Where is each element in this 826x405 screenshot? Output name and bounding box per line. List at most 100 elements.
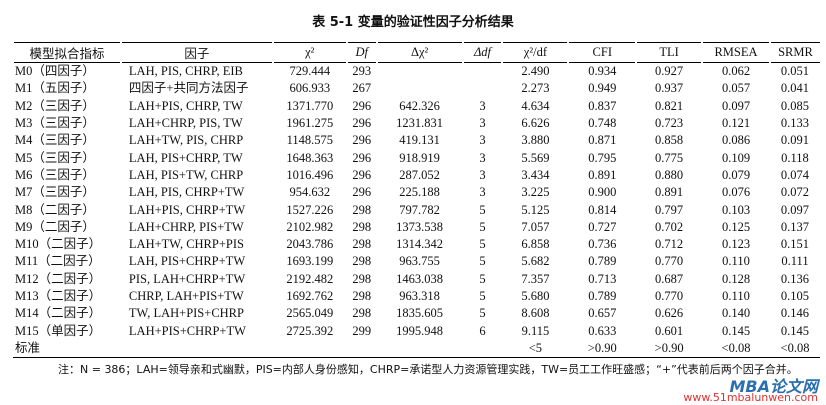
- column-header: χ²/df: [501, 42, 569, 63]
- table-row: M11（二因子） LAH, PIS+CHRP+TW 1693.199 298 963.7…: [13, 253, 820, 270]
- cell: 标准: [15, 340, 41, 355]
- column-header: CFI: [567, 42, 637, 63]
- cell: 0.123: [721, 237, 751, 252]
- cell: M1（五因子）: [15, 81, 95, 96]
- cell: LAH+TW, PIS, CHRP: [128, 133, 244, 148]
- cell: 0.062: [721, 64, 751, 79]
- cell: 963.318: [399, 289, 440, 303]
- cell: 3: [479, 133, 486, 148]
- cell: 0.702: [655, 219, 684, 234]
- cell: 6.858: [521, 237, 550, 252]
- cell: 3.434: [521, 167, 550, 182]
- cell: 299: [352, 323, 372, 338]
- cell: 0.934: [588, 64, 617, 79]
- cell: 0.074: [780, 167, 810, 182]
- table-row: M1（五因子） 四因子+共同方法因子 606.933 267 2.273 0.949 0.9…: [13, 80, 820, 97]
- column-header: 模型拟合指标: [12, 42, 121, 63]
- cell: <0.08: [780, 340, 810, 355]
- cell: M0（四因子）: [15, 64, 95, 79]
- cell: 1648.363: [286, 150, 334, 165]
- table-row: M14（二因子） TW, LAH+PIS+CHRP 2565.049 298 1835.…: [13, 305, 820, 322]
- cell: 0.079: [721, 167, 751, 182]
- cell: 1371.770: [286, 98, 334, 113]
- cell: 3: [479, 116, 486, 131]
- column-header: SRMR: [768, 42, 820, 63]
- cell: LAH+PIS, CHRP, TW: [128, 98, 243, 113]
- table-row: M13（二因子） CHRP, LAH+PIS+TW 1692.762 298 963.3…: [13, 288, 820, 305]
- cell: [377, 63, 463, 81]
- cell: 3: [479, 98, 486, 113]
- cell: 5: [479, 237, 486, 252]
- cell: 2043.786: [286, 237, 334, 252]
- cell: >0.90: [587, 340, 617, 355]
- cell: 0.775: [655, 150, 684, 165]
- cell: 1148.575: [286, 133, 333, 148]
- cell: 3: [479, 150, 486, 165]
- cell: 1692.762: [286, 289, 334, 303]
- cell: [463, 80, 503, 97]
- cell: 298: [352, 237, 372, 252]
- cell: 5.125: [521, 202, 550, 217]
- cell: 0.133: [780, 116, 810, 131]
- cell: 0.657: [588, 306, 617, 321]
- cell: 0.136: [780, 271, 810, 286]
- cell: 0.076: [721, 185, 751, 200]
- cell: 0.748: [588, 116, 617, 131]
- cell: 0.041: [780, 81, 810, 96]
- cell: 1995.948: [396, 323, 444, 338]
- cell: LAH, PIS+CHRP+TW: [128, 254, 246, 269]
- cell: 606.933: [289, 81, 331, 96]
- cell: 1693.199: [286, 254, 334, 269]
- cell: 954.632: [289, 185, 331, 200]
- cell: 2.273: [521, 81, 550, 96]
- column-header: RMSEA: [701, 42, 770, 63]
- cell: LAH+PIS, CHRP+TW: [128, 202, 246, 217]
- cell: 3: [479, 167, 486, 182]
- cell: M7（三因子）: [15, 185, 95, 200]
- cell: 0.128: [721, 271, 751, 286]
- cell: 267: [352, 81, 372, 96]
- column-header: TLI: [635, 42, 703, 63]
- cell: 296: [352, 116, 372, 131]
- cell: M12（二因子）: [15, 271, 102, 286]
- cell: 5: [479, 271, 486, 286]
- table-title: 表 5-1 变量的验证性因子分析结果: [312, 15, 514, 30]
- table-row: M2（三因子） LAH+PIS, CHRP, TW 1371.770 296 642.3…: [13, 98, 820, 115]
- table-body: M0（四因子） LAH, PIS, CHRP, EIB 729.444 293 2.49…: [13, 63, 820, 358]
- table-row: M0（四因子） LAH, PIS, CHRP, EIB 729.444 293 2.49…: [13, 63, 820, 81]
- table-row: M15（单因子） LAH+PIS+CHRP+TW 2725.392 299 1995.9…: [13, 322, 820, 339]
- column-header: χ²: [271, 42, 347, 63]
- cell: 0.727: [588, 219, 617, 234]
- cell: 2725.392: [286, 323, 334, 338]
- cell: 287.052: [399, 167, 440, 182]
- cell: 0.789: [588, 254, 617, 269]
- header-row: 模型拟合指标 因子 χ² Df Δχ² Δdf χ²/df CFI TLI RMSEA SRMR: [12, 42, 820, 63]
- cell: 5: [479, 306, 486, 321]
- cell: 0.736: [588, 237, 617, 252]
- cell: 0.789: [588, 289, 617, 303]
- cell: <5: [528, 340, 543, 355]
- cell: 0.105: [780, 289, 810, 303]
- note: 注：N = 386；LAH=领导亲和式幽默，PIS=内部人身份感知，CHRP=承…: [58, 363, 798, 376]
- cell: 296: [352, 167, 372, 182]
- cell: CHRP, LAH+PIS+TW: [128, 289, 244, 303]
- cell: 0.797: [655, 202, 684, 217]
- cell: [273, 340, 347, 358]
- cell: 0.626: [655, 306, 684, 321]
- cell: TW, LAH+PIS+CHRP: [128, 306, 244, 321]
- cell: 5: [479, 254, 486, 269]
- cell: 296: [352, 133, 372, 148]
- cell: 1016.496: [286, 167, 334, 182]
- cell: 0.151: [780, 237, 810, 252]
- cell: M3（三因子）: [15, 116, 95, 131]
- table-row: M10（二因子） LAH+TW, CHRP+PIS 2043.786 298 1314.…: [13, 236, 820, 253]
- cell: M13（二因子）: [15, 289, 102, 303]
- cell: 四因子+共同方法因子: [128, 81, 249, 96]
- cell: 963.755: [399, 254, 440, 269]
- cell: 1527.226: [286, 202, 334, 217]
- cell: 296: [352, 98, 372, 113]
- cell: 298: [352, 254, 372, 269]
- cell: 298: [352, 271, 372, 286]
- cell: 0.601: [655, 323, 684, 338]
